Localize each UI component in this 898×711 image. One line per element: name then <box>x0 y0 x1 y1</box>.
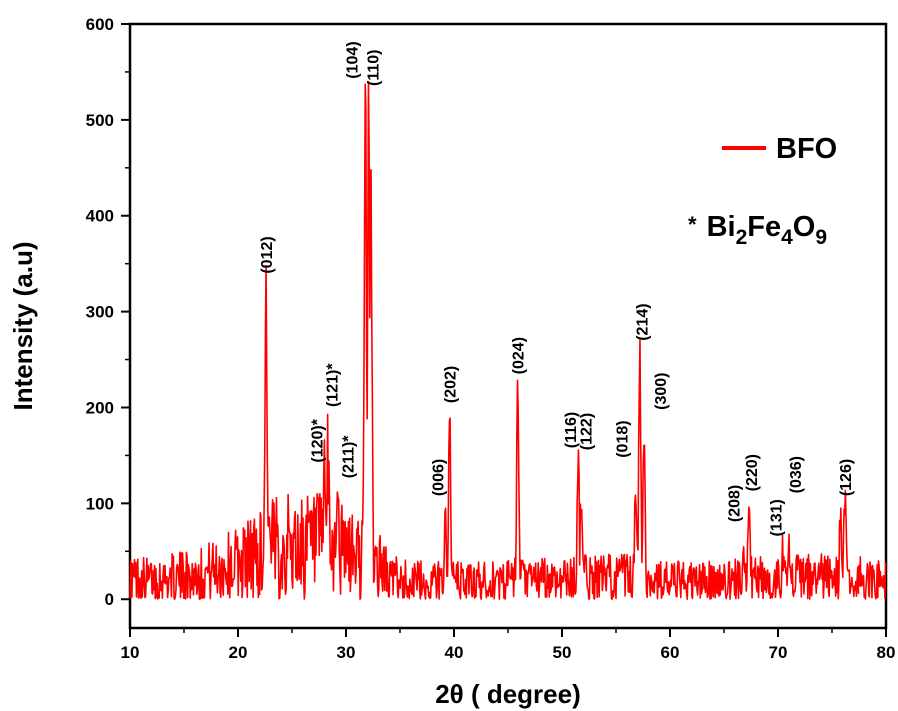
y-tick-label: 100 <box>86 494 114 513</box>
peak-label: (214) <box>635 303 652 340</box>
formula-element: Bi <box>707 211 736 243</box>
peak-label: (211)* <box>340 435 357 478</box>
peak-label: (126) <box>838 459 855 496</box>
peak-label: (104) <box>344 41 361 78</box>
peak-label: (110) <box>366 50 383 86</box>
y-tick-label: 200 <box>86 398 114 417</box>
x-axis-title: 2θ ( degree) <box>435 679 581 709</box>
formula-subscript: 9 <box>815 226 827 249</box>
y-axis-title: Intensity (a.u) <box>8 241 38 410</box>
legend-note-star: * <box>688 212 697 237</box>
y-tick-label: 300 <box>86 303 114 322</box>
x-tick-label: 60 <box>661 643 680 662</box>
legend: BFO * Bi2Fe4O9 <box>688 133 837 249</box>
formula-element: Fe <box>747 211 781 243</box>
series-layer <box>129 80 887 601</box>
y-tick-label: 600 <box>86 15 114 34</box>
legend-label-bfo: BFO <box>776 133 837 165</box>
peak-label: (208) <box>726 485 743 522</box>
peak-label: (024) <box>511 337 528 374</box>
peak-label: (012) <box>259 236 276 273</box>
y-tick-label: 500 <box>86 111 114 130</box>
peak-label: (116) <box>563 412 580 448</box>
peak-label: (036) <box>788 456 805 493</box>
formula-element: O <box>793 211 816 243</box>
x-tick-label: 30 <box>337 643 356 662</box>
legend-note-bi2fe4o9: * Bi2Fe4O9 <box>688 211 827 249</box>
peak-label: (220) <box>744 454 761 491</box>
x-tick-label: 70 <box>769 643 788 662</box>
peak-label: (006) <box>430 459 447 496</box>
y-tick-label: 0 <box>105 590 114 609</box>
x-tick-label: 50 <box>553 643 572 662</box>
formula-subscript: 2 <box>736 226 748 249</box>
x-tick-label: 20 <box>229 643 248 662</box>
x-tick-label: 10 <box>121 643 140 662</box>
x-tick-label: 40 <box>445 643 464 662</box>
formula-subscript: 4 <box>781 226 793 249</box>
x-tick-label: 80 <box>877 643 896 662</box>
peak-label: (018) <box>614 420 631 457</box>
peak-label: (131) <box>768 499 785 536</box>
peak-label: (120)* <box>309 418 326 462</box>
peak-label: (121)* <box>325 363 342 407</box>
y-tick-label: 400 <box>86 207 114 226</box>
series-line-bfo <box>129 80 887 601</box>
peak-label: (122) <box>578 413 595 450</box>
peak-label: (300) <box>653 373 670 410</box>
peak-labels: (012) (120)* (121)* (211)* (104) (110) (006) (2… <box>259 41 855 536</box>
peak-label: (202) <box>443 366 460 403</box>
axes-layer: 10 20 30 40 50 60 70 80 0 100 200 300 400 500 600 <box>86 15 896 662</box>
